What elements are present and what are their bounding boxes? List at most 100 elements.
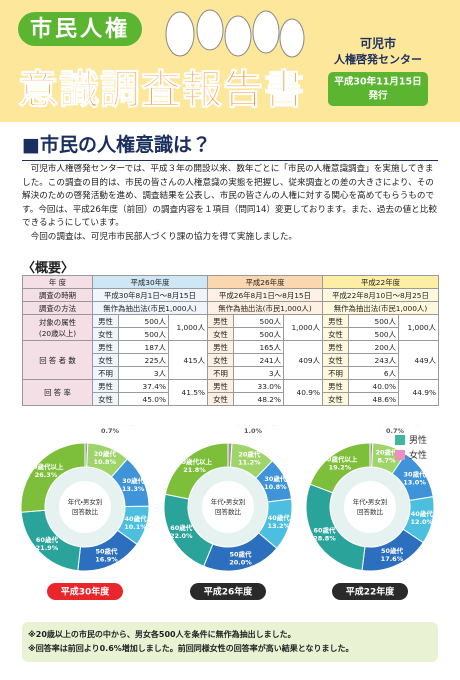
segment-value: 28.8%: [313, 534, 336, 542]
table-row: 女性 225人 女性 241人 女性 243人: [23, 353, 439, 367]
value-cell: 40.0%: [348, 379, 399, 393]
total-cell: 415人: [168, 340, 208, 380]
year-pill: [190, 583, 266, 600]
year-label: 平成22年度: [346, 586, 396, 598]
mascots: [165, 9, 305, 58]
segment-value: 8.7%: [378, 457, 397, 465]
gender-cell: 女性: [207, 392, 234, 406]
legend-label: 男性: [409, 434, 427, 446]
donut-segment: [164, 442, 229, 500]
value-cell: 241人: [233, 353, 284, 367]
segment-value: 16.9%: [95, 555, 118, 563]
value-cell: 3人: [118, 366, 169, 380]
total-cell: 1,000人: [398, 314, 439, 341]
segment-category: 20歳代: [94, 449, 117, 458]
total-cell: 409人: [283, 340, 323, 380]
value-cell: 500人: [233, 327, 284, 341]
segment-value: 10.8%: [94, 458, 117, 466]
header: 市民人権 意識調査報告書 可児市 人権啓発センター 平成30年11月15日 発行: [0, 0, 460, 122]
value-cell: 45.0%: [118, 392, 169, 406]
segment-value: 13.2%: [268, 522, 291, 530]
segment-category: 40歳代: [411, 509, 434, 518]
segment-category: 不明(年齢不詳): [378, 425, 420, 427]
segment-category: 60歳代: [314, 525, 337, 534]
segment-category: 30歳代: [264, 474, 287, 483]
segment-value: 26.3%: [35, 471, 58, 479]
total-cell: 41.5%: [168, 379, 208, 406]
gender-cell: 男性: [92, 379, 119, 393]
legend-swatch: [395, 450, 405, 460]
segment-category: 50歳代: [381, 546, 404, 555]
center-label: 年代・男女別: [211, 497, 246, 506]
segment-value: 11.2%: [238, 458, 261, 466]
gender-cell: 不明: [92, 366, 119, 380]
row-label: 調査の方法: [22, 301, 93, 315]
value-cell: 33.0%: [233, 379, 284, 393]
gender-cell: 女性: [322, 392, 349, 406]
segment-category: 40歳代: [125, 514, 148, 523]
value-cell: 500人: [233, 314, 284, 328]
gender-cell: 女性: [207, 327, 234, 341]
cell: 平成26年8月1日～8月15日: [207, 288, 323, 302]
row-label: 対象の属性 (20歳以上): [22, 314, 93, 341]
value-cell: 200人: [348, 340, 399, 354]
segment-value: 10.8%: [264, 483, 287, 491]
segment-category: 60歳代: [36, 535, 59, 544]
segment-category: 不明(年齢不詳): [93, 425, 135, 427]
segment-value: 13.3%: [122, 485, 145, 493]
gender-cell: 男性: [207, 379, 234, 393]
gender-cell: 男性: [207, 314, 234, 328]
segment-category: 70歳代以上: [322, 454, 358, 463]
row-label: 回 答 者 数: [22, 340, 93, 380]
cell: 平成22年8月10日～8月25日: [322, 288, 439, 302]
donut-segment: [20, 442, 86, 513]
segment-category: 20歳代: [376, 448, 399, 457]
badge-bg: [18, 12, 142, 46]
org-name: 人権啓発センター: [333, 52, 422, 66]
gender-cell: 男性: [207, 340, 234, 354]
gender-cell: 男性: [322, 340, 349, 354]
segment-category: 30歳代: [122, 476, 145, 485]
issued: 発行: [367, 90, 388, 102]
summary-table: 年 度平成30年度 平成26年度 平成22年度 調査の時期 平成30年8月1日～8月15…: [22, 275, 439, 406]
segment-value: 0.7%: [386, 427, 405, 435]
table-row: 調査の方法 無作為抽出法(市民1,000人) 無作為抽出法(市民1,000人) 無作為…: [22, 301, 439, 315]
value-cell: 187人: [118, 340, 169, 354]
gender-cell: 女性: [322, 327, 349, 341]
section-heading: ■市民の人権意識は？: [22, 130, 438, 161]
cell: 無作為抽出法(市民1,000人): [322, 301, 439, 315]
gender-cell: 男性: [92, 314, 119, 328]
value-cell: 500人: [348, 314, 399, 328]
note: ※20歳以上の市民の中から、男女各500人を条件に無作為抽出しました。: [28, 630, 296, 639]
value-cell: 6人: [348, 366, 399, 380]
table-row: 不明 3人 不明 3人 不明 6人: [23, 366, 439, 380]
legend-label: 女性: [409, 449, 427, 461]
value-cell: 165人: [233, 340, 284, 354]
total-cell: 449人: [398, 340, 439, 380]
year-pill: [332, 583, 408, 600]
donut-center: [344, 481, 396, 533]
note: ※回答率は前回より0.6%増加しました。前回同様女性の回答率が高い結果となりまし…: [28, 644, 354, 653]
center-label: 回答数比: [215, 507, 242, 516]
gender-cell: 不明: [207, 366, 234, 380]
total-cell: 44.9%: [398, 379, 439, 406]
row-label-line: 対象の属性: [39, 317, 76, 327]
donut-center: [202, 481, 254, 533]
cell: 無作為抽出法(市民1,000人): [92, 301, 208, 315]
segment-category: 70歳代以上: [29, 462, 65, 471]
table-row: 対象の属性 (20歳以上) 男性 500人 1,000人 男性 500人 1,000人 男性 50…: [22, 314, 439, 341]
table-row: 回 答 率男性 37.4% 41.5% 男性 33.0% 40.9% 男性 40.0% 44.9…: [22, 379, 439, 406]
segment-value: 13.0%: [403, 478, 426, 486]
donut-center: [59, 481, 111, 533]
segment-value: 17.6%: [381, 555, 404, 563]
value-cell: 500人: [118, 327, 169, 341]
table-row: 回 答 者 数男性 187人 415人 男性 165人 409人 男性 200人 449人: [22, 340, 439, 380]
section-body: 可児市人権啓発センターでは、平成３年の開設以来、数年ごとに「市民の人権意識調査」…: [22, 163, 438, 244]
segment-value: 20.0%: [229, 558, 252, 566]
row-label: 調査の時期: [22, 288, 93, 302]
segment-value: 0.7%: [101, 427, 120, 435]
segment-category: 70歳代以上: [177, 457, 213, 466]
segment-category: 50歳代: [230, 549, 253, 558]
notes: ※20歳以上の市民の中から、男女各500人を条件に無作為抽出しました。 ※回答率…: [22, 622, 438, 662]
value-cell: 48.2%: [233, 392, 284, 406]
